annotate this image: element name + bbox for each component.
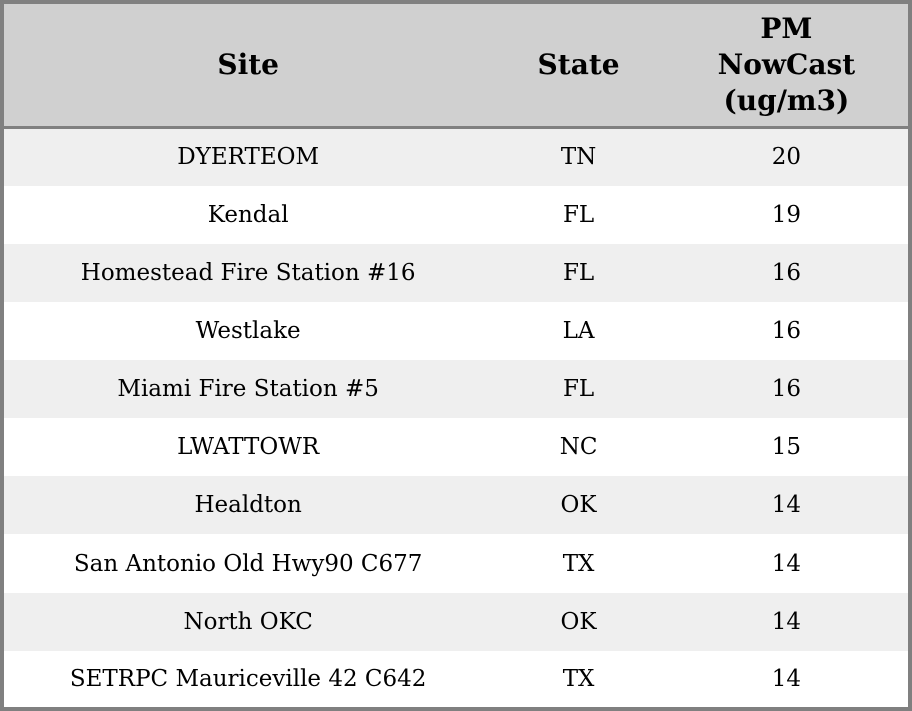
cell-pm_nowcast: 14 (771, 492, 802, 519)
col-header-site: Site (2, 2, 493, 129)
table-row: LWATTOWR NC 15 (2, 418, 910, 477)
table-row: SETRPC Mauriceville 42 C642 TX 14 (2, 650, 910, 709)
cell-site: LWATTOWR (177, 434, 320, 461)
col-header-pm-nowcast-label: PM NowCast (ug/m3) (717, 12, 856, 117)
cell-pm_nowcast: 16 (771, 317, 802, 344)
cell-site: DYERTEOM (177, 144, 320, 171)
col-header-state: State (492, 2, 665, 129)
cell-site: Westlake (195, 317, 301, 344)
cell-pm_nowcast: 20 (771, 144, 802, 171)
cell-state: OK (560, 608, 597, 635)
cell-pm_nowcast: 19 (771, 201, 802, 228)
cell-state: NC (559, 434, 598, 461)
cell-state: FL (562, 201, 595, 228)
table-row: Miami Fire Station #5 FL 16 (2, 360, 910, 419)
table-row: Healdton OK 14 (2, 476, 910, 535)
cell-site: Kendal (207, 201, 289, 228)
cell-site: San Antonio Old Hwy90 C677 (73, 550, 423, 577)
table-row: Kendal FL 19 (2, 185, 910, 244)
cell-state: TX (562, 550, 595, 577)
col-header-state-label: State (537, 48, 620, 82)
header-row: Site State PM NowCast (ug/m3) (2, 2, 910, 129)
col-header-site-label: Site (217, 48, 279, 82)
table-body: DYERTEOM TN 20 Kendal FL 19 Homestead Fire Sta… (2, 127, 910, 709)
cell-state: OK (560, 492, 597, 519)
cell-site: Miami Fire Station #5 (117, 376, 379, 403)
table-row: North OKC OK 14 (2, 592, 910, 651)
cell-state: FL (562, 376, 595, 403)
col-header-pm-nowcast: PM NowCast (ug/m3) (664, 2, 910, 129)
cell-pm_nowcast: 14 (771, 665, 802, 692)
cell-pm_nowcast: 16 (771, 376, 802, 403)
cell-pm_nowcast: 14 (771, 608, 802, 635)
cell-site: North OKC (183, 608, 313, 635)
cell-state: FL (562, 259, 595, 286)
cell-site: SETRPC Mauriceville 42 C642 (69, 665, 427, 692)
cell-pm_nowcast: 16 (771, 259, 802, 286)
table-row: Westlake LA 16 (2, 301, 910, 361)
cell-state: LA (562, 317, 595, 344)
cell-site: Homestead Fire Station #16 (80, 259, 416, 286)
cell-pm_nowcast: 15 (771, 434, 802, 461)
table-row: DYERTEOM TN 20 (2, 127, 910, 186)
table-row: San Antonio Old Hwy90 C677 TX 14 (2, 534, 910, 593)
cell-state: TN (560, 144, 597, 171)
cell-state: TX (562, 665, 595, 692)
cell-pm_nowcast: 14 (771, 550, 802, 577)
cell-site: Healdton (194, 492, 302, 519)
table-row: Homestead Fire Station #16 FL 16 (2, 243, 910, 302)
